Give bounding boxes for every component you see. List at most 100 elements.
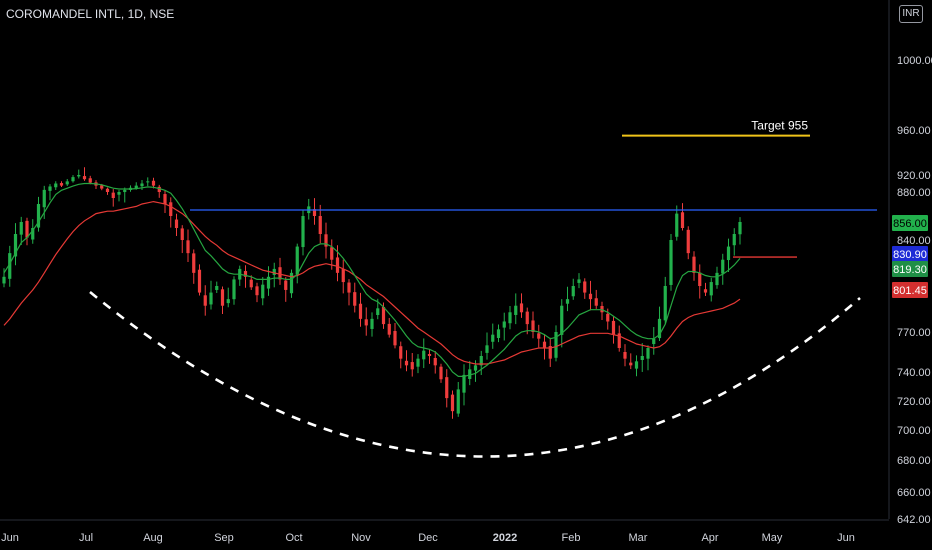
candle-body [565,299,570,304]
candle-body [387,323,391,335]
x-tick-label: Sep [214,532,234,544]
price-tag-label: 819.30 [893,264,927,276]
candle-body [226,299,230,304]
candle-body [301,216,305,248]
x-tick-label: Jun [1,532,19,544]
candle-body [531,320,535,332]
candle-body [422,350,426,360]
candle-body [675,213,679,237]
candle-body [278,267,282,280]
candle-body [19,222,23,235]
candle-body [82,176,87,180]
candle-body [577,279,581,283]
y-tick-label: 1000.00 [897,55,932,67]
candle-body [617,333,621,348]
candle-body [77,175,81,177]
candle-body [180,228,184,240]
price-tag-label: 801.45 [893,285,927,297]
candle-body [243,271,248,277]
candle-body [330,247,334,260]
candles [2,167,742,419]
candle-body [445,377,449,399]
candle-body [284,280,288,290]
candle-body [376,308,380,315]
candle-body [404,360,409,366]
candle-body [669,240,673,285]
y-tick-label: 700.00 [897,425,931,437]
candle-body [157,186,161,192]
candle-body [123,189,127,193]
candle-body [324,234,328,247]
candle-body [491,334,495,342]
candle-body [583,281,587,293]
candle-body [715,272,719,286]
candle-body [433,357,437,366]
candle-body [508,312,512,324]
candle-body [163,194,167,204]
candle-body [295,246,299,275]
price-tags: 856.00 830.90 819.30 801.45 [892,215,928,298]
candle-body [220,289,225,306]
candle-body [335,257,340,273]
y-tick-label: 740.00 [897,367,931,379]
candle-body [663,286,667,321]
candle-body [496,329,501,338]
candle-body [537,333,541,339]
candle-body [272,268,276,275]
candle-body [353,292,357,306]
candle-body [623,351,627,359]
candle-body [249,279,253,288]
candle-body [192,253,196,273]
candle-body [456,389,460,414]
y-tick-label: 880.00 [897,187,931,199]
candle-body [468,369,472,379]
candle-body [261,284,265,299]
candle-body [370,318,374,329]
candle-body [318,216,322,234]
candle-body [606,313,610,322]
x-tick-label: May [762,532,783,544]
candle-body [519,303,524,313]
candle-body [209,292,213,305]
currency-badge[interactable]: INR [899,5,923,23]
candle-body [364,319,368,326]
target-annotation[interactable]: Target 955 [751,119,808,133]
candle-body [611,320,616,335]
price-tag-label: 830.90 [893,249,927,261]
y-axis[interactable]: 1000.00 960.00 920.00 880.00 840.00 770.00 740… [897,55,932,526]
candle-body [117,192,121,195]
candle-body [399,346,403,359]
candle-body [427,353,432,356]
candle-body [266,276,271,289]
candle-body [502,321,506,328]
y-tick-label: 660.00 [897,487,931,499]
x-axis[interactable]: Jun Jul Aug Sep Oct Nov Dec 2022 Feb Mar Apr May Jun [1,532,855,544]
candle-body [203,295,207,306]
y-tick-label: 680.00 [897,455,931,467]
candle-body [703,289,708,293]
candle-body [485,345,489,353]
candle-body [341,268,345,283]
y-tick-label: 920.00 [897,170,931,182]
x-tick-label: Feb [562,532,581,544]
candle-body [542,341,547,348]
candle-body [312,209,317,216]
candle-body [36,204,41,228]
candle-body [450,394,455,412]
x-tick-label: Apr [701,532,718,544]
candle-body [48,186,52,191]
y-tick-label: 840.00 [897,235,931,247]
price-tag-box [892,261,928,277]
candle-body [629,362,633,366]
candle-body [105,188,110,192]
x-tick-label: Jun [837,532,855,544]
price-tag-label: 856.00 [893,218,927,230]
candle-body [479,356,483,366]
candle-body [462,374,466,393]
candle-body [71,177,75,182]
candle-body [146,181,150,183]
cup-curve[interactable] [89,290,861,458]
